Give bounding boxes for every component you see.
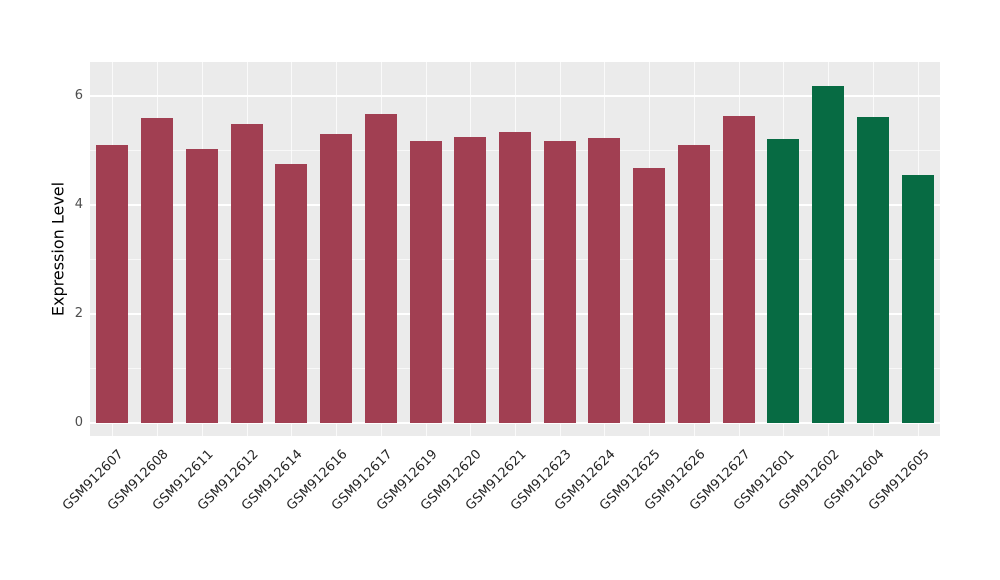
x-axis-labels: GSM912607 GSM912608 GSM912611 GSM912612 GSM9… (0, 443, 1000, 573)
bar-GSM912611 (185, 149, 218, 423)
y-tick-label: 4 (74, 197, 83, 213)
bar-GSM912617 (364, 113, 397, 423)
plot-panel (90, 62, 940, 436)
bar-GSM912620 (454, 136, 487, 423)
y-tick-label: 6 (74, 88, 83, 104)
bar-GSM912601 (767, 138, 800, 423)
bar-GSM912612 (230, 124, 263, 423)
bar-GSM912625 (633, 167, 666, 423)
bar-GSM912607 (96, 145, 129, 423)
bar-GSM912623 (543, 140, 576, 423)
bar-GSM912602 (812, 85, 845, 423)
y-tick-label: 2 (74, 306, 83, 322)
y-axis-tick-labels: 0 2 4 6 (0, 62, 90, 436)
bar-GSM912619 (409, 140, 442, 423)
bar-GSM912604 (856, 116, 889, 423)
bar-GSM912626 (677, 145, 710, 423)
bar-GSM912605 (901, 175, 934, 423)
y-tick-label: 0 (74, 415, 83, 430)
bar-GSM912627 (722, 115, 755, 423)
bar-GSM912624 (588, 137, 621, 423)
bar-GSM912608 (141, 118, 174, 423)
bar-GSM912614 (275, 163, 308, 423)
bar-GSM912616 (320, 134, 353, 423)
bar-GSM912621 (499, 131, 531, 423)
